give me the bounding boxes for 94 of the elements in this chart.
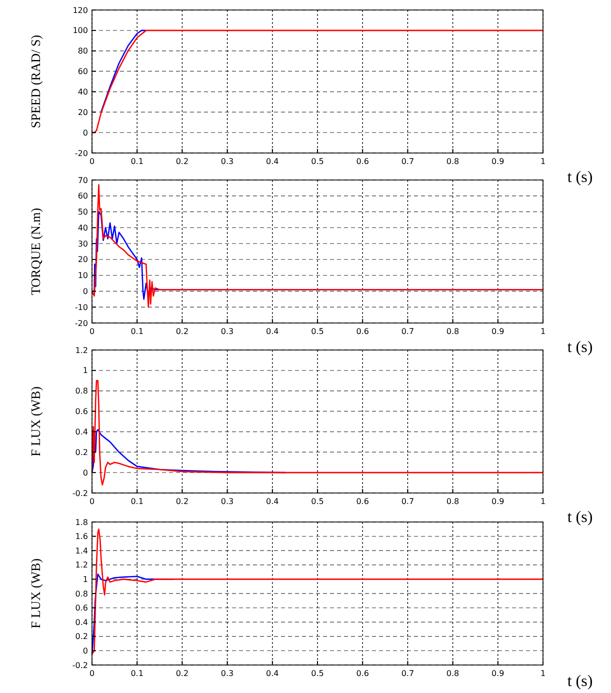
y-tick-label: 1	[82, 575, 88, 584]
x-axis-title: t (s)	[567, 509, 593, 526]
y-tick-label: 30	[78, 239, 88, 248]
x-tick-label: 0.5	[311, 327, 324, 336]
x-tick-label: 0.5	[311, 669, 324, 678]
x-tick-label: 0.3	[220, 669, 234, 678]
x-tick-label: 0.5	[311, 157, 324, 166]
x-tick-label: 0	[89, 669, 95, 678]
y-tick-label: 120	[72, 6, 88, 15]
y-tick-label: 1.4	[75, 546, 88, 556]
y-tick-label: -10	[74, 302, 88, 312]
x-tick-label: 0.7	[401, 669, 414, 678]
line-series	[91, 30, 544, 134]
x-tick-label: 0.3	[220, 157, 234, 166]
y-tick-label: 0	[82, 287, 88, 296]
x-tick-label: 0.6	[356, 669, 369, 678]
y-tick-label: 40	[78, 88, 88, 97]
x-tick-label: 0.2	[176, 157, 189, 166]
y-tick-label: 70	[78, 176, 88, 185]
x-tick-label: 0	[89, 157, 95, 166]
y-tick-label: 20	[78, 108, 88, 117]
x-tick-label: 0.9	[492, 157, 504, 166]
x-tick-label: 0.5	[311, 497, 324, 506]
x-tick-label: 0.2	[176, 669, 189, 678]
x-tick-label: 0.2	[176, 497, 189, 506]
x-tick-label: 0.8	[446, 497, 460, 506]
x-tick-label: 0.2	[176, 327, 189, 336]
y-tick-label: 100	[72, 26, 88, 36]
y-tick-label: 0.6	[75, 604, 88, 613]
line-series	[100, 30, 147, 113]
y-tick-label: 50	[78, 208, 88, 217]
y-tick-label: 0.6	[75, 407, 88, 416]
x-tick-label: 0.8	[446, 669, 460, 678]
y-tick-label: -0.2	[72, 488, 88, 498]
y-tick-label: 0.2	[75, 632, 88, 642]
x-tick-label: 0.4	[266, 327, 279, 336]
x-tick-label: 0.6	[356, 497, 369, 506]
y-tick-label: 60	[78, 192, 88, 201]
y-tick-label: 1.8	[75, 518, 88, 527]
y-tick-label: -20	[74, 148, 88, 158]
x-tick-label: 0.6	[356, 157, 369, 166]
x-tick-label: 0.1	[130, 497, 144, 506]
y-tick-label: 1.6	[75, 532, 88, 542]
y-axis-title: TORQUE (N.m)	[28, 208, 43, 296]
x-tick-label: 0.9	[492, 327, 504, 336]
x-tick-label: 0.3	[220, 497, 234, 506]
line-series	[91, 380, 544, 486]
y-tick-label: 0.2	[75, 448, 88, 457]
x-tick-label: 0.4	[266, 157, 279, 166]
x-tick-label: 0.7	[401, 497, 414, 506]
y-tick-label: 0.8	[75, 589, 88, 598]
x-tick-label: 0	[89, 497, 95, 506]
x-tick-label: 0.1	[130, 327, 144, 336]
x-tick-label: 0.9	[492, 669, 504, 678]
y-tick-label: -20	[74, 318, 88, 328]
x-tick-label: 0.6	[356, 327, 369, 336]
y-tick-label: 0.8	[75, 386, 88, 396]
line-series	[91, 184, 544, 308]
x-tick-label: 0.7	[401, 157, 414, 166]
x-tick-label: 0.4	[266, 497, 279, 506]
x-tick-label: 0	[89, 327, 95, 336]
y-tick-label: 1.2	[75, 346, 88, 355]
x-tick-label: 1	[540, 327, 546, 336]
x-tick-label: 0.1	[130, 669, 144, 678]
y-tick-label: 60	[78, 67, 88, 76]
y-axis-title: F LUX (WB)	[28, 386, 43, 457]
y-tick-label: 80	[78, 46, 88, 56]
y-axis-title: SPEED (RAD/ S)	[28, 34, 43, 128]
y-tick-label: 0	[82, 468, 88, 478]
y-tick-label: 1.2	[75, 560, 88, 570]
x-tick-label: 0.4	[266, 669, 279, 678]
line-series	[91, 528, 544, 655]
x-axis-title: t (s)	[567, 169, 593, 186]
y-tick-label: 0	[82, 128, 88, 138]
x-tick-label: 0.9	[492, 497, 504, 506]
y-tick-label: 1	[82, 366, 88, 376]
x-tick-label: 1	[540, 157, 546, 166]
y-tick-label: 20	[78, 255, 88, 264]
x-axis-title: t (s)	[567, 339, 593, 356]
y-tick-label: -0.2	[72, 660, 88, 670]
x-tick-label: 0.8	[446, 157, 460, 166]
y-tick-label: 0.4	[75, 428, 88, 437]
x-axis-title: t (s)	[567, 673, 593, 690]
x-tick-label: 0.3	[220, 327, 234, 336]
y-tick-label: 0	[82, 646, 88, 656]
x-tick-label: 1	[540, 669, 546, 678]
y-tick-label: 0.4	[75, 618, 88, 627]
y-axis-title: F LUX (WB)	[28, 558, 43, 629]
x-tick-label: 1	[540, 497, 546, 506]
x-tick-label: 0.7	[401, 327, 414, 336]
x-tick-label: 0.1	[130, 157, 144, 166]
y-tick-label: 40	[78, 223, 88, 232]
y-tick-label: 10	[78, 271, 88, 280]
x-tick-label: 0.8	[446, 327, 460, 336]
